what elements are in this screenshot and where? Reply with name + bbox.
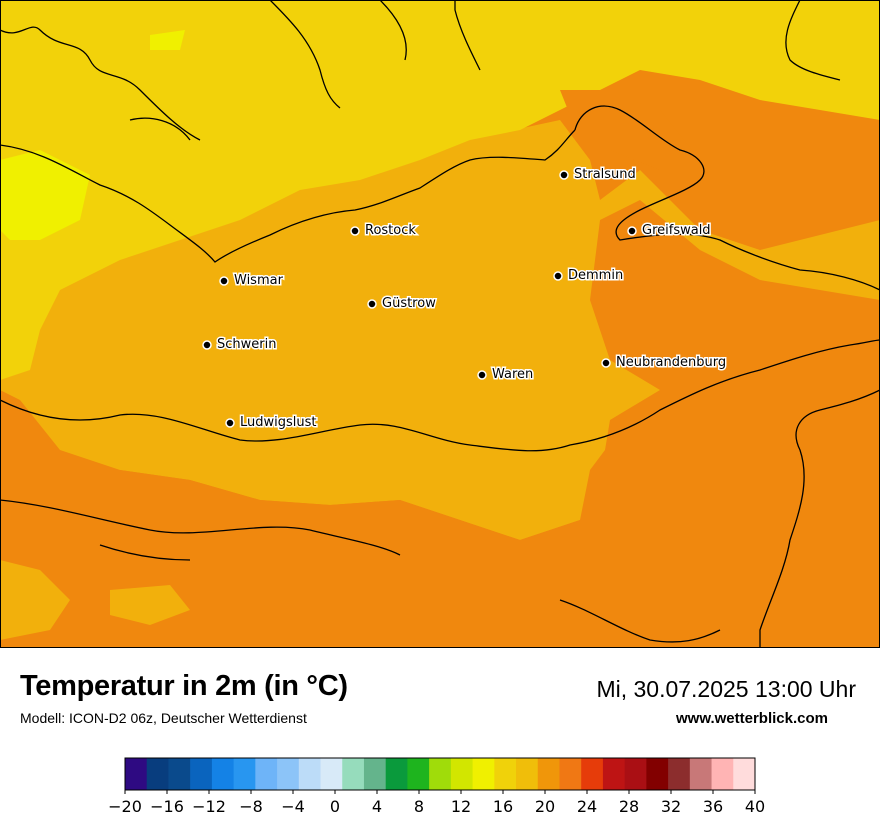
svg-text:Schwerin: Schwerin <box>217 337 276 352</box>
svg-text:Stralsund: Stralsund <box>574 167 636 182</box>
forecast-datetime: Mi, 30.07.2025 13:00 Uhr <box>596 676 856 702</box>
svg-text:Wismar: Wismar <box>234 273 284 288</box>
color-scale-box <box>733 758 756 790</box>
temp-zone-18 <box>0 0 880 380</box>
website-link[interactable]: www.wetterblick.com <box>676 710 828 727</box>
temperature-map: Stralsund Rostock Greifswald Wismar Demm… <box>0 0 880 648</box>
color-scale-box <box>646 758 669 790</box>
color-scale-box <box>559 758 582 790</box>
temp-zone-22b <box>560 90 700 170</box>
scale-tick-label: 20 <box>535 797 555 816</box>
color-scale-box <box>342 758 365 790</box>
color-scale-ticks: −20 −16 −12 −8 −4 0 4 8 12 16 20 24 28 32 36 40 <box>108 790 765 816</box>
color-scale-box <box>190 758 213 790</box>
city-demmin: Demmin <box>553 267 625 285</box>
color-scale-box <box>125 758 148 790</box>
svg-text:Ludwigslust: Ludwigslust <box>240 415 317 430</box>
scale-tick-label: 16 <box>493 797 513 816</box>
city-stralsund: Stralsund <box>559 166 637 184</box>
color-scale-box <box>407 758 430 790</box>
color-scale-box <box>516 758 539 790</box>
color-scale-box <box>711 758 734 790</box>
temp-zone-16 <box>0 150 90 240</box>
scale-tick-label: 4 <box>372 797 382 816</box>
city-waren: Waren <box>477 366 535 384</box>
color-scale-box <box>450 758 474 790</box>
temp-zone-20-south <box>0 560 190 640</box>
svg-text:Neubrandenburg: Neubrandenburg <box>616 355 726 370</box>
scale-tick-label: 8 <box>414 797 424 816</box>
svg-text:Güstrow: Güstrow <box>382 296 436 311</box>
scale-tick-label: −8 <box>239 797 263 816</box>
scale-tick-label: 0 <box>330 797 340 816</box>
map-title: Temperatur in 2m (in °C) <box>20 670 348 702</box>
scale-tick-label: 32 <box>661 797 681 816</box>
color-scale-box <box>537 758 560 790</box>
color-scale-box <box>602 758 626 790</box>
scale-tick-label: 40 <box>745 797 765 816</box>
color-scale-box <box>168 758 191 790</box>
color-scale-box <box>211 758 235 790</box>
color-scale-box <box>494 758 517 790</box>
temp-zone-16b <box>150 30 185 50</box>
color-scale-frame <box>124 757 756 791</box>
color-scale-box <box>689 758 713 790</box>
svg-text:Greifswald: Greifswald <box>642 223 711 238</box>
model-info: Modell: ICON-D2 06z, Deutscher Wetterdie… <box>20 710 307 726</box>
scale-tick-label: 24 <box>577 797 597 816</box>
svg-text:Demmin: Demmin <box>568 268 623 283</box>
scale-tick-label: −16 <box>150 797 184 816</box>
city-ludwigslust: Ludwigslust <box>225 414 318 432</box>
color-scale-box <box>581 758 604 790</box>
color-scale-box <box>668 758 691 790</box>
color-scale-box <box>385 758 408 790</box>
city-rostock: Rostock <box>350 222 418 240</box>
coastline <box>0 0 880 648</box>
city-guestrow: Güstrow <box>367 295 438 313</box>
scale-tick-label: −4 <box>281 797 305 816</box>
color-scale-box <box>298 758 322 790</box>
color-scale-box <box>255 758 278 790</box>
city-schwerin: Schwerin <box>202 336 278 354</box>
color-scale: −20 −16 −12 −8 −4 0 4 8 12 16 20 24 28 32 36 40 <box>108 757 765 816</box>
scale-tick-label: −12 <box>192 797 226 816</box>
color-scale-box <box>146 758 169 790</box>
scale-tick-label: 28 <box>619 797 639 816</box>
color-scale-box <box>320 758 343 790</box>
color-scale-box <box>363 758 387 790</box>
city-wismar: Wismar <box>219 272 285 290</box>
color-scale-box <box>624 758 647 790</box>
city-neubrandenburg: Neubrandenburg <box>601 354 728 372</box>
temp-zone-22 <box>590 200 880 648</box>
svg-text:Waren: Waren <box>492 367 533 382</box>
city-greifswald: Greifswald <box>627 222 712 240</box>
svg-text:Rostock: Rostock <box>365 223 416 238</box>
color-scale-box <box>472 758 495 790</box>
color-scale-box <box>277 758 300 790</box>
scale-tick-label: 36 <box>703 797 723 816</box>
color-scale-box <box>233 758 256 790</box>
scale-tick-label: −20 <box>108 797 142 816</box>
color-scale-box <box>429 758 452 790</box>
scale-tick-label: 12 <box>451 797 471 816</box>
color-scale-boxes <box>124 757 756 791</box>
